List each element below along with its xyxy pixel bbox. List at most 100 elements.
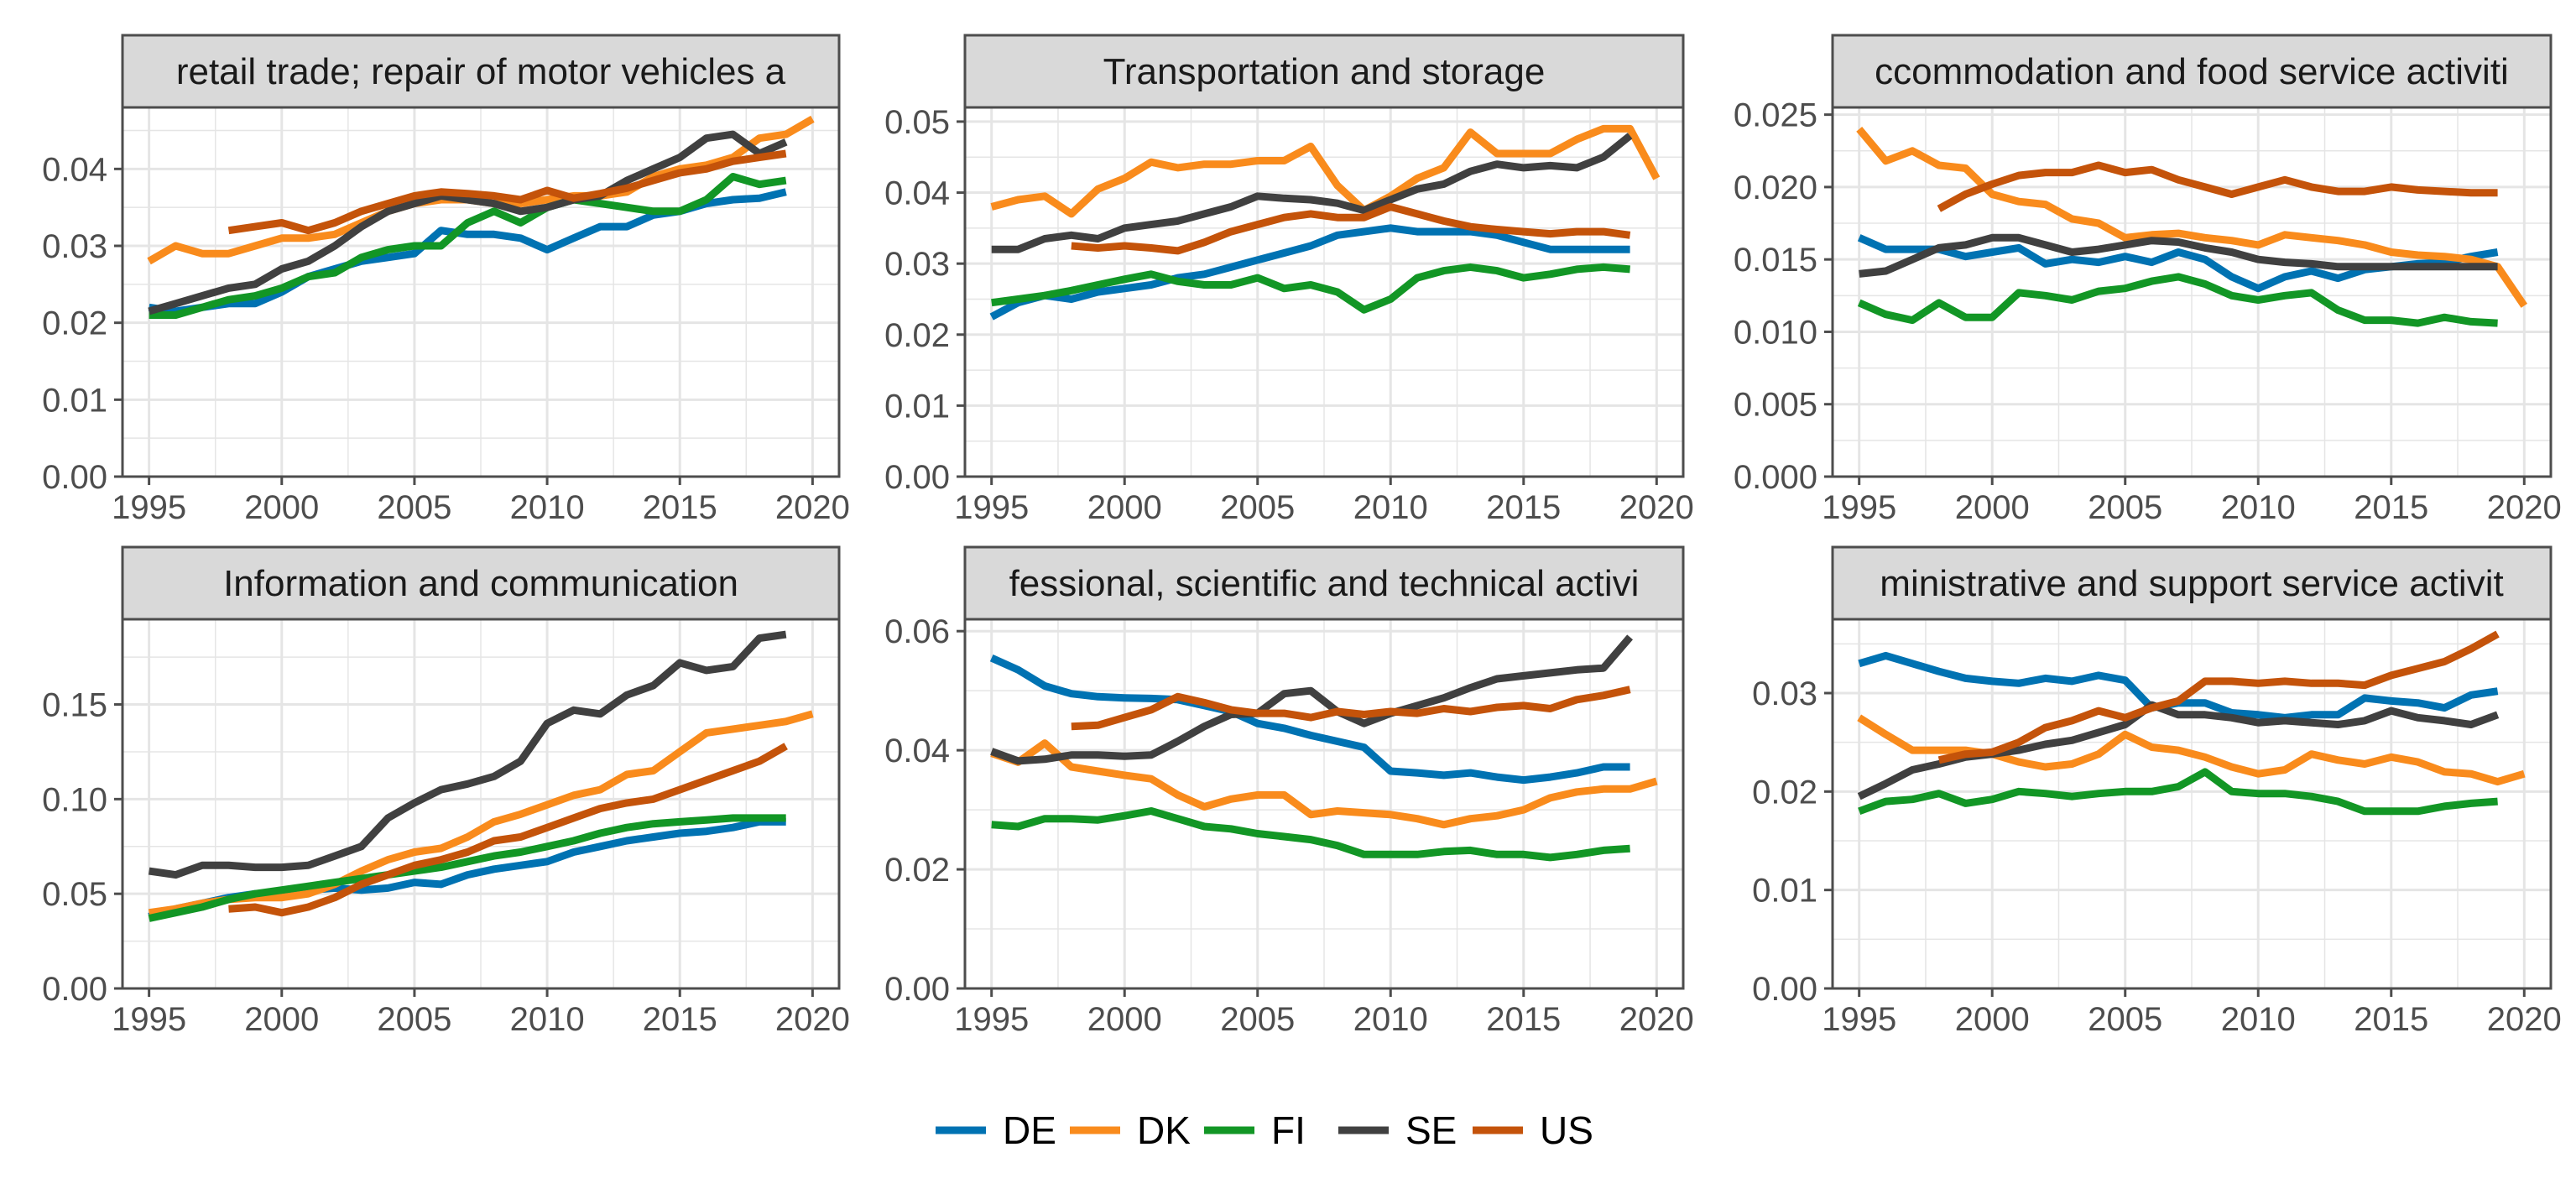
y-tick-label: 0.02 (884, 852, 950, 889)
axes: 1995 2000 2005 2010 2015 2020 0.00 0.01 0.02 0.03… (42, 151, 850, 526)
series-line-dk (990, 739, 1658, 829)
series-line-us (228, 743, 788, 917)
x-tick-label: 2005 (2088, 489, 2162, 526)
y-tick-label: 0.15 (42, 687, 107, 724)
x-tick-label: 2015 (643, 489, 717, 526)
x-tick-label: 2005 (1220, 1001, 1295, 1038)
x-tick-label: 2000 (1955, 489, 2030, 526)
facet-strip-label: Transportation and storage (1103, 51, 1546, 92)
series-line-se (148, 130, 788, 316)
y-tick-label: 0.02 (884, 317, 950, 354)
series-line-us (227, 149, 787, 235)
x-tick-label: 2010 (1353, 1001, 1428, 1038)
x-tick-label: 2010 (2221, 489, 2296, 526)
y-tick-label: 0.03 (42, 228, 107, 265)
series-line-se (991, 133, 1633, 253)
legend-label-se: SE (1405, 1108, 1457, 1152)
facet-strip-label: Information and communication (223, 563, 738, 604)
series-lines (989, 634, 1658, 862)
legend-item-de: DE (936, 1108, 1056, 1152)
y-tick-label: 0.010 (1734, 314, 1817, 351)
x-tick-label: 2005 (1220, 489, 1295, 526)
series-line-de (989, 654, 1630, 785)
series-line-fi (991, 807, 1630, 862)
x-tick-label: 2000 (1087, 489, 1162, 526)
legend-label-fi: FI (1271, 1108, 1306, 1152)
legend: DE DK FI SE US (936, 1108, 1593, 1152)
y-tick-label: 0.01 (1752, 873, 1817, 910)
facet-strip (121, 34, 841, 109)
x-tick-label: 2020 (2487, 1001, 2562, 1038)
legend-item-se: SE (1338, 1108, 1457, 1152)
series-lines (1856, 127, 2528, 327)
x-tick-label: 2000 (1955, 1001, 2030, 1038)
axes: 1995 2000 2005 2010 2015 2020 0.00 0.02 0.04 0.06 (884, 613, 1694, 1038)
x-tick-label: 2010 (510, 1001, 585, 1038)
y-tick-label: 0.03 (1752, 675, 1817, 712)
y-tick-label: 0.00 (1752, 971, 1817, 1008)
facet-strip-label: ccommodation and food service activiti (1875, 51, 2509, 92)
x-tick-label: 2020 (1619, 1001, 1694, 1038)
y-tick-label: 0.02 (42, 305, 107, 342)
x-tick-label: 1995 (112, 489, 186, 526)
x-tick-label: 2015 (643, 1001, 717, 1038)
x-tick-label: 2020 (1619, 489, 1694, 526)
series-line-se (148, 630, 787, 879)
series-line-dk (990, 124, 1661, 218)
series-line-fi (149, 173, 787, 319)
axes: 1995 2000 2005 2010 2015 2020 0.000 0.005 0.010 0… (1734, 97, 2562, 526)
x-tick-label: 1995 (1822, 1001, 1896, 1038)
y-tick-label: 0.06 (884, 613, 950, 650)
legend-label-de: DE (1003, 1108, 1056, 1152)
series-lines (147, 115, 815, 319)
legend-label-dk: DK (1137, 1108, 1191, 1152)
x-tick-label: 2000 (244, 1001, 319, 1038)
series-line-fi (1857, 273, 2498, 327)
y-tick-label: 0.020 (1734, 169, 1817, 206)
x-tick-label: 2015 (2354, 489, 2428, 526)
y-tick-label: 0.04 (884, 733, 950, 769)
series-line-dk (1856, 127, 2528, 308)
y-tick-label: 0.01 (884, 388, 950, 425)
legend-label-us: US (1540, 1108, 1593, 1152)
legend-item-us: US (1473, 1108, 1593, 1152)
series-lines (148, 630, 814, 922)
y-tick-label: 0.05 (884, 104, 950, 141)
x-tick-label: 2005 (377, 1001, 451, 1038)
x-tick-label: 2015 (1486, 489, 1561, 526)
facet-strip-label: ministrative and support service activit (1880, 563, 2503, 604)
x-tick-label: 2010 (2221, 1001, 2296, 1038)
facet-panel-5: fessional, scientific and technical acti… (884, 545, 1694, 1038)
facet-strip-label: retail trade; repair of motor vehicles a (176, 51, 786, 92)
x-tick-label: 1995 (112, 1001, 186, 1038)
facet-strip (121, 545, 841, 621)
x-tick-label: 2005 (2088, 1001, 2162, 1038)
y-tick-label: 0.04 (884, 175, 950, 212)
x-tick-label: 2020 (775, 489, 850, 526)
y-tick-label: 0.04 (42, 151, 107, 188)
facet-panel-1: retail trade; repair of motor vehicles a… (42, 34, 850, 526)
y-tick-label: 0.00 (884, 459, 950, 496)
facet-strip-label: fessional, scientific and technical acti… (1009, 563, 1640, 604)
x-tick-label: 1995 (1822, 489, 1896, 526)
x-tick-label: 2015 (1486, 1001, 1561, 1038)
series-line-us (1937, 161, 2498, 212)
y-tick-label: 0.005 (1734, 387, 1817, 424)
x-tick-label: 1995 (954, 489, 1029, 526)
y-tick-label: 0.00 (42, 459, 107, 496)
series-line-us (1937, 630, 2500, 764)
x-tick-label: 2005 (377, 489, 451, 526)
axes: 1995 2000 2005 2010 2015 2020 0.00 0.01 0.02 0.03 (1752, 675, 2562, 1038)
facet-strip (963, 34, 1685, 109)
series-line-fi (1858, 768, 2498, 816)
facet-strip (1831, 545, 2553, 621)
series-line-fi (148, 814, 786, 922)
y-tick-label: 0.00 (42, 971, 107, 1008)
legend-item-dk: DK (1070, 1108, 1191, 1152)
y-tick-label: 0.05 (42, 876, 107, 913)
legend-item-fi: FI (1204, 1108, 1306, 1152)
y-tick-label: 0.10 (42, 781, 107, 818)
y-tick-label: 0.000 (1734, 459, 1817, 496)
series-line-us (1071, 203, 1631, 255)
